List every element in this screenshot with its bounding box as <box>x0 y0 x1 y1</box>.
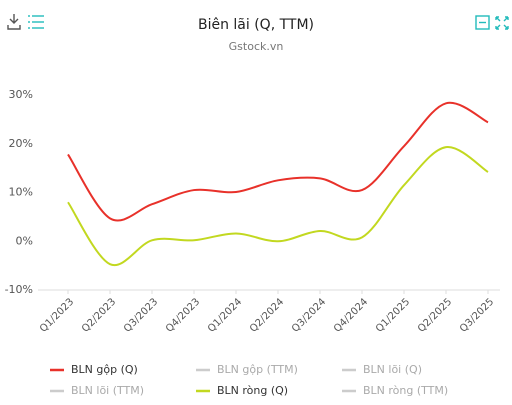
x-tick-label: Q3/2023 <box>122 296 160 334</box>
x-tick-label: Q2/2025 <box>416 296 454 334</box>
y-tick-label: -10% <box>5 283 33 296</box>
x-tick-label: Q1/2023 <box>38 296 76 334</box>
x-tick-label: Q1/2024 <box>206 296 244 334</box>
legend-label[interactable]: BLN lõi (TTM) <box>71 384 144 397</box>
x-tick-label: Q3/2024 <box>290 296 328 334</box>
menu-icon[interactable] <box>28 15 44 29</box>
legend-label[interactable]: BLN ròng (Q) <box>217 384 288 397</box>
x-tick-label: Q2/2024 <box>248 296 286 334</box>
legend-label[interactable]: BLN lõi (Q) <box>363 363 422 376</box>
x-tick-label: Q2/2023 <box>80 296 118 334</box>
legend-label[interactable]: BLN gộp (Q) <box>71 363 138 376</box>
expand-icon[interactable] <box>495 16 509 30</box>
y-tick-label: 20% <box>9 137 33 150</box>
x-tick-label: Q1/2025 <box>374 296 412 334</box>
y-tick-label: 0% <box>16 234 33 247</box>
series-line <box>67 146 489 267</box>
x-tick-label: Q4/2023 <box>164 296 202 334</box>
legend-label[interactable]: BLN gộp (TTM) <box>217 363 298 376</box>
x-tick-label: Q3/2025 <box>458 296 496 334</box>
minimize-icon[interactable] <box>475 15 490 30</box>
download-icon[interactable] <box>7 14 21 30</box>
x-tick-label: Q4/2024 <box>332 296 370 334</box>
series-line <box>67 101 489 222</box>
chart-subtitle: Gstock.vn <box>229 40 284 53</box>
y-tick-label: 30% <box>9 88 33 101</box>
y-tick-label: 10% <box>9 186 33 199</box>
legend-label[interactable]: BLN ròng (TTM) <box>363 384 448 397</box>
chart-title: Biên lãi (Q, TTM) <box>198 17 314 33</box>
